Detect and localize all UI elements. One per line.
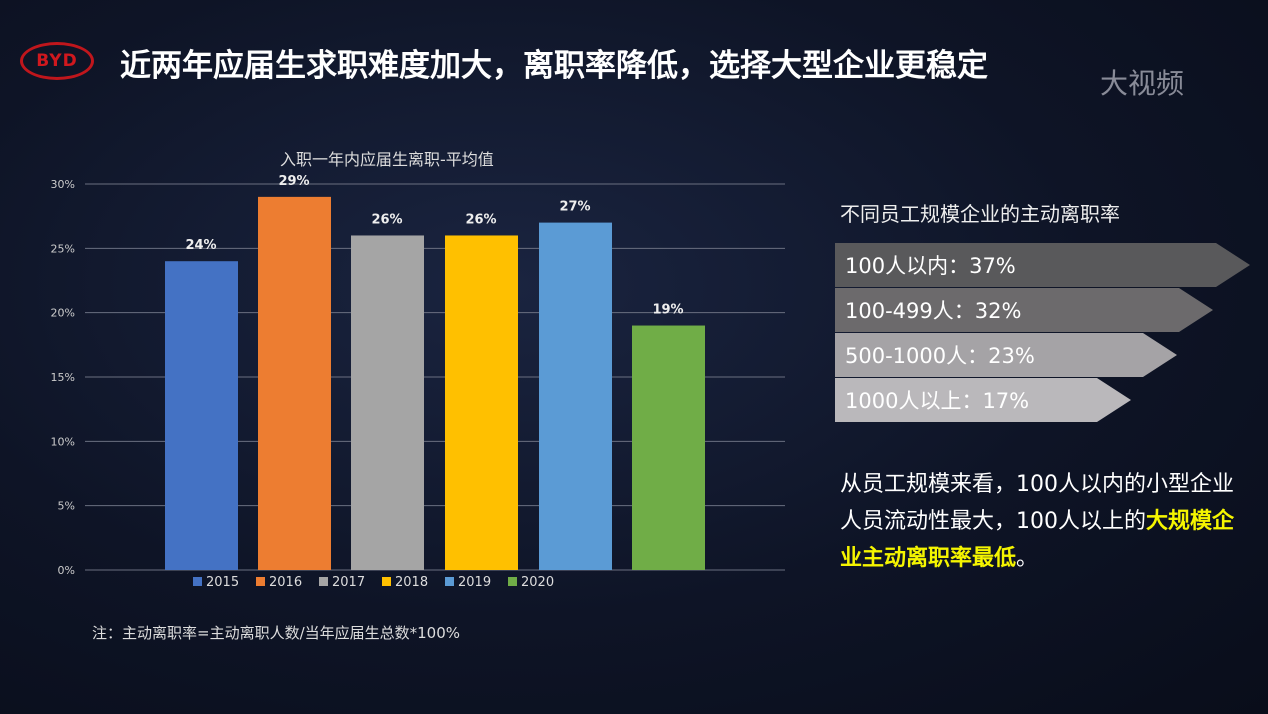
legend-label: 2015 xyxy=(206,575,239,590)
size-arrow-item: 1000人以上：17% xyxy=(835,378,1131,422)
y-tick-label: 30% xyxy=(51,178,75,191)
bar-2018 xyxy=(445,235,518,570)
desc-highlight: 大规模企业主动离职率最低 xyxy=(840,509,1235,571)
page-title: 近两年应届生求职难度加大，离职率降低，选择大型企业更稳定 xyxy=(120,48,988,84)
desc-text: 从员工规模来看，100人以内的小型企业人员流动性最大，100人以上的 xyxy=(840,472,1234,534)
legend-label: 2017 xyxy=(332,575,365,590)
legend-swatch xyxy=(382,577,391,586)
size-item-label: 500-1000人：23% xyxy=(845,344,1035,368)
desc-end: 。 xyxy=(1016,546,1039,571)
y-tick-label: 15% xyxy=(51,371,75,384)
logo-text: BYD xyxy=(36,51,78,71)
size-arrow-item: 500-1000人：23% xyxy=(835,333,1177,377)
legend-label: 2019 xyxy=(458,575,491,590)
data-label: 26% xyxy=(465,212,496,227)
legend-label: 2020 xyxy=(521,575,554,590)
y-tick-label: 25% xyxy=(51,242,75,255)
legend-swatch xyxy=(445,577,454,586)
size-item-label: 1000人以上：17% xyxy=(845,389,1030,413)
legend-swatch xyxy=(193,577,202,586)
legend-swatch xyxy=(256,577,265,586)
description: 从员工规模来看，100人以内的小型企业人员流动性最大，100人以上的大规模企业主… xyxy=(840,466,1240,577)
data-label: 26% xyxy=(371,212,402,227)
chart-title: 入职一年内应届生离职-平均值 xyxy=(280,150,494,169)
byd-logo: BYD xyxy=(20,42,94,80)
legend-swatch xyxy=(319,577,328,586)
legend-label: 2018 xyxy=(395,575,428,590)
y-tick-label: 20% xyxy=(51,307,75,320)
size-item-label: 100人以内：37% xyxy=(845,254,1016,278)
y-tick-label: 5% xyxy=(58,500,75,513)
data-label: 27% xyxy=(559,200,590,215)
size-arrow-item: 100-499人：32% xyxy=(835,288,1213,332)
bar-2015 xyxy=(165,261,238,570)
y-tick-label: 10% xyxy=(51,435,75,448)
bar-2019 xyxy=(539,222,612,570)
size-arrow-item: 100人以内：37% xyxy=(835,243,1250,287)
size-section-title: 不同员工规模企业的主动离职率 xyxy=(840,202,1120,226)
data-label: 29% xyxy=(278,174,309,189)
bar-2017 xyxy=(351,235,424,570)
data-label: 24% xyxy=(185,238,216,253)
bar-2020 xyxy=(632,325,705,570)
legend-label: 2016 xyxy=(269,575,302,590)
bar-2016 xyxy=(258,196,331,570)
footnote: 注：主动离职率=主动离职人数/当年应届生总数*100% xyxy=(92,624,461,642)
watermark: 大视频 xyxy=(1100,67,1185,100)
bar-chart: 0% 5% 10% 15% 20% 25% 30% 24% 2015 29% 2016 26% 2017… xyxy=(51,174,785,590)
y-tick-label: 0% xyxy=(58,564,75,577)
legend-swatch xyxy=(508,577,517,586)
data-label: 19% xyxy=(652,303,683,318)
size-item-label: 100-499人：32% xyxy=(845,299,1022,323)
